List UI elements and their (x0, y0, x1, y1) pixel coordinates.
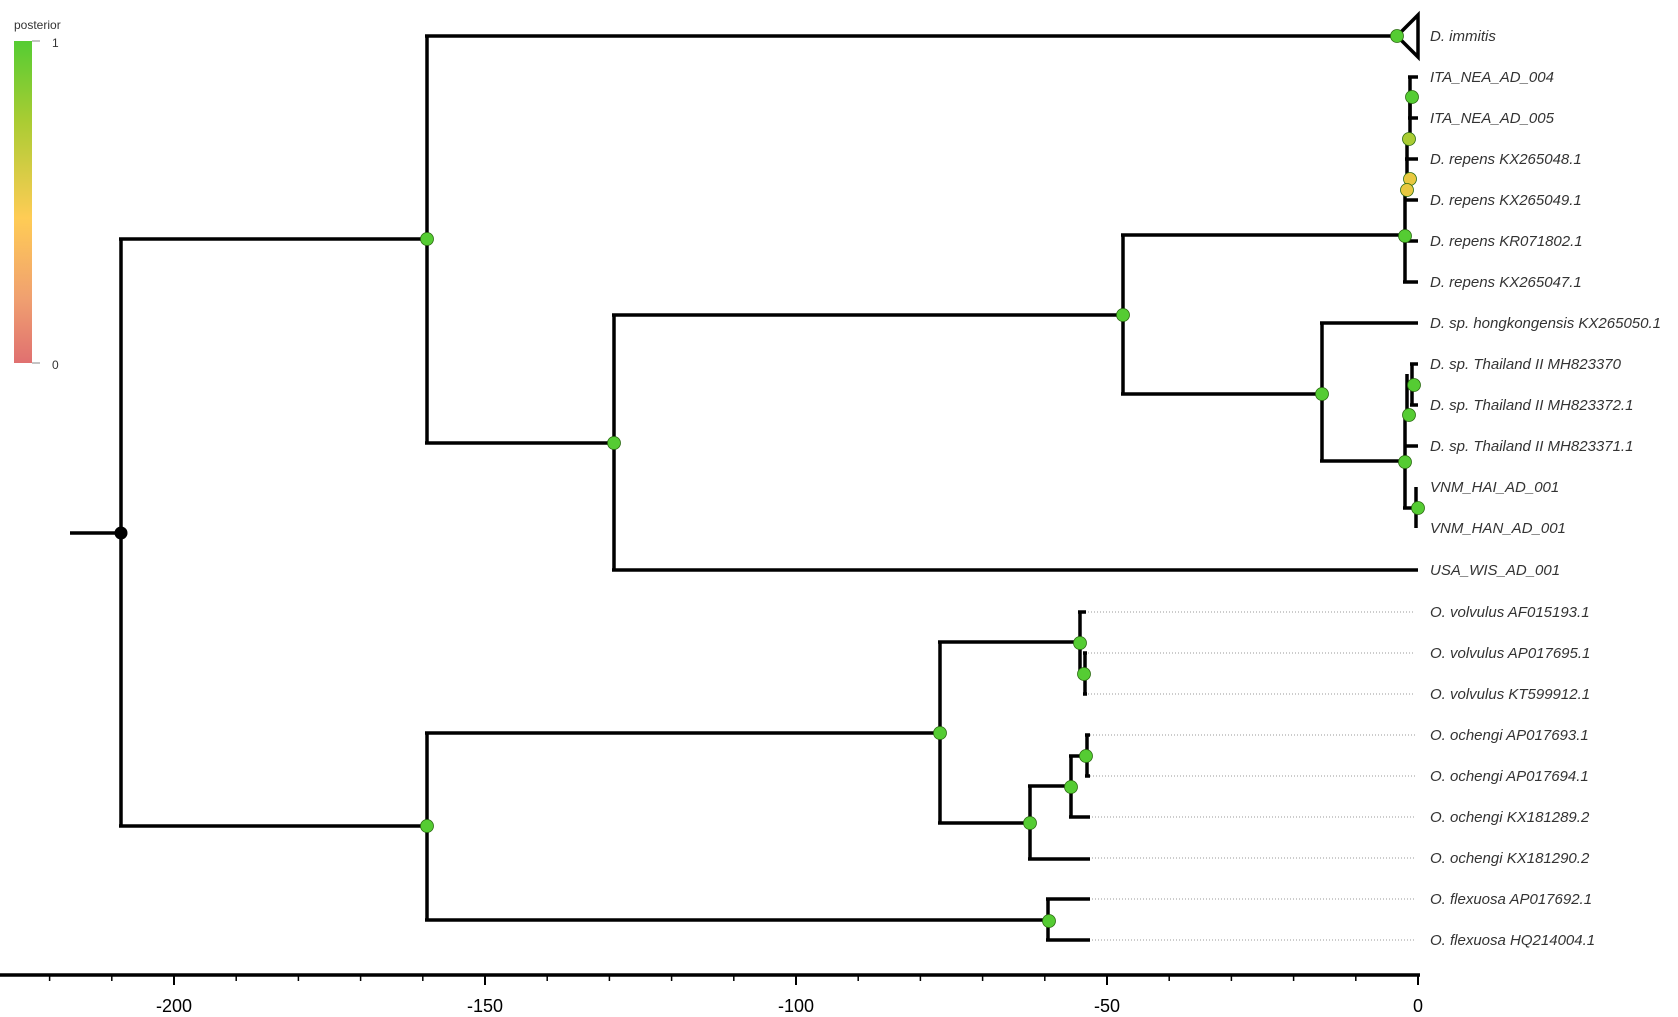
axis-tick-label: -50 (1094, 996, 1120, 1016)
tip-label: D. sp. hongkongensis KX265050.1 (1430, 315, 1661, 332)
node (1116, 308, 1130, 322)
node (607, 436, 621, 450)
node (1411, 501, 1425, 515)
collapsed-clade-triangle (1394, 10, 1420, 62)
legend-title: posterior (14, 18, 61, 32)
tip-label: ITA_NEA_AD_004 (1430, 69, 1554, 86)
node (1042, 914, 1056, 928)
tip-labels: D. immitis ITA_NEA_AD_004 ITA_NEA_AD_005… (1430, 28, 1661, 949)
tip-label: D. repens KX265049.1 (1430, 192, 1582, 209)
tip-label: O. volvulus AF015193.1 (1430, 604, 1590, 621)
tip-label: O. ochengi KX181289.2 (1430, 809, 1590, 826)
node (1398, 229, 1412, 243)
node (1398, 455, 1412, 469)
root-node (114, 526, 128, 540)
time-axis: -200 -150 -100 -50 0 (0, 973, 1423, 1016)
tip-label: O. flexuosa AP017692.1 (1430, 891, 1592, 908)
posterior-legend: posterior 1 0 (14, 18, 61, 372)
node (420, 232, 434, 246)
node (1402, 408, 1416, 422)
tip-label: VNM_HAN_AD_001 (1430, 520, 1566, 537)
tip-label: O. ochengi AP017693.1 (1430, 727, 1589, 744)
tip-label: O. volvulus KT599912.1 (1430, 686, 1590, 703)
node (933, 726, 947, 740)
legend-min-label: 0 (52, 358, 59, 372)
axis-minor-ticks (48, 975, 1357, 981)
tip-label: D. repens KR071802.1 (1430, 233, 1583, 250)
tip-label: VNM_HAI_AD_001 (1430, 479, 1559, 496)
tip-label: O. volvulus AP017695.1 (1430, 645, 1590, 662)
leader-lines (1085, 611, 1415, 941)
tip-label: D. repens KX265047.1 (1430, 274, 1582, 291)
tip-label: D. sp. Thailand II MH823372.1 (1430, 397, 1633, 414)
node (1023, 816, 1037, 830)
node (1077, 667, 1091, 681)
node (1405, 90, 1419, 104)
axis-tick-label: 0 (1413, 996, 1423, 1016)
tip-label: O. flexuosa HQ214004.1 (1430, 932, 1595, 949)
node (1407, 378, 1421, 392)
tip-label: ITA_NEA_AD_005 (1430, 110, 1555, 127)
tip-label: O. ochengi KX181290.2 (1430, 850, 1590, 867)
tip-label: D. sp. Thailand II MH823370 (1430, 356, 1622, 373)
axis-tick-label: -100 (778, 996, 814, 1016)
legend-max-label: 1 (52, 36, 59, 50)
node (420, 819, 434, 833)
node (1402, 132, 1416, 146)
tip-label: D. repens KX265048.1 (1430, 151, 1582, 168)
tip-label: O. ochengi AP017694.1 (1430, 768, 1589, 785)
node (1064, 780, 1078, 794)
tip-label: USA_WIS_AD_001 (1430, 562, 1560, 579)
tip-label: D. sp. Thailand II MH823371.1 (1430, 438, 1633, 455)
legend-color-bar (14, 41, 32, 363)
node (1315, 387, 1329, 401)
node (1073, 636, 1087, 650)
axis-tick-label: -150 (467, 996, 503, 1016)
tree-nodes (114, 29, 1425, 928)
tree-branches (70, 10, 1420, 942)
tip-label: D. immitis (1430, 28, 1496, 45)
axis-tick-label: -200 (156, 996, 192, 1016)
node (1400, 183, 1414, 197)
node (1390, 29, 1404, 43)
node (1079, 749, 1093, 763)
